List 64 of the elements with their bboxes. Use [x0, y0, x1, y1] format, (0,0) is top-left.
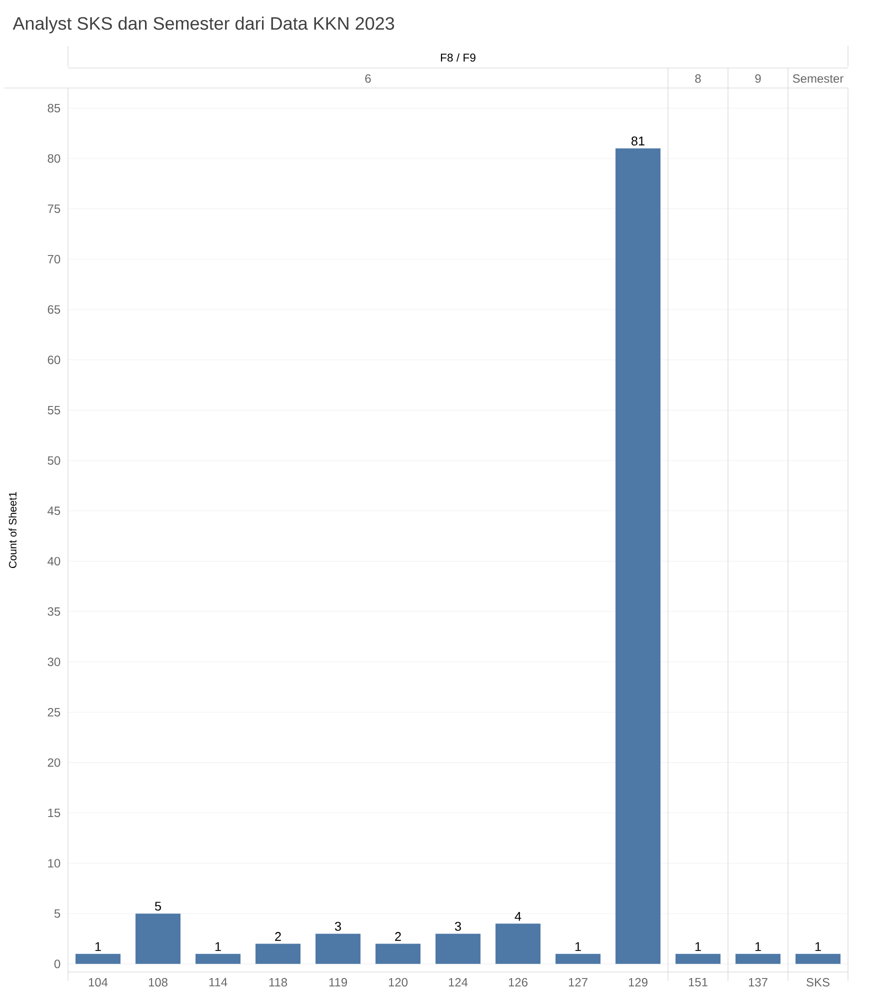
bar: [375, 944, 420, 964]
text: 8: [695, 74, 701, 83]
bar: [496, 924, 540, 964]
bar: [315, 934, 360, 964]
text: 9: [755, 74, 761, 83]
x-tick-label: 119: [329, 978, 347, 987]
x-tick-label: 120: [388, 978, 408, 987]
y-tick-label: 40: [48, 556, 60, 566]
bar: [256, 944, 300, 964]
y-tick-label: 75: [48, 204, 60, 214]
bar: [136, 914, 180, 964]
data-label: 1: [815, 942, 821, 951]
bar: [196, 954, 240, 964]
data-label: 2: [275, 932, 281, 941]
y-tick-label: 35: [48, 607, 60, 616]
data-label: 1: [95, 942, 101, 951]
y-tick-label: 60: [48, 356, 60, 364]
y-tick-label: 80: [48, 154, 60, 163]
y-tick-label: 20: [48, 758, 60, 767]
text: 6: [365, 74, 371, 83]
x-tick-label: 127: [568, 978, 588, 986]
data-label: 1: [695, 942, 701, 951]
bar: [616, 148, 660, 964]
y-axis-title: Count of Sheet1: [8, 492, 16, 568]
bar: [796, 954, 840, 964]
x-tick-label: 124: [448, 978, 468, 986]
x-tick-label: 114: [209, 978, 228, 986]
bar: [435, 934, 480, 964]
x-tick-label: 151: [688, 978, 708, 986]
x-tick-label: 104: [88, 978, 108, 987]
y-tick-label: 45: [48, 506, 60, 516]
chart-title: Analyst SKS dan Semester dari Data KKN 2023: [12, 16, 394, 34]
y-tick-label: 50: [48, 456, 60, 465]
y-tick-label: 15: [48, 808, 60, 818]
data-label: 1: [215, 942, 221, 951]
y-tick-label: 5: [54, 909, 60, 918]
x-tick-label: 129: [628, 978, 648, 987]
x-axis-title: F8 / F9: [440, 53, 476, 62]
y-tick-label: 85: [48, 104, 60, 112]
data-label: 3: [334, 922, 341, 931]
data-label: 3: [454, 922, 461, 931]
y-tick-label: 25: [48, 708, 60, 716]
x-tick-label: SKS: [806, 978, 830, 987]
bar: [76, 954, 120, 964]
data-label: 4: [514, 912, 522, 921]
data-label: 1: [755, 942, 761, 951]
data-label: 5: [154, 902, 161, 911]
data-label: 81: [632, 136, 644, 146]
x-tick-label: 126: [508, 978, 528, 987]
y-tick-label: 0: [54, 960, 60, 968]
y-tick-label: 10: [48, 859, 60, 868]
bar: [676, 954, 720, 964]
data-label: 2: [395, 932, 401, 941]
text: Semester: [792, 74, 844, 83]
y-tick-label: 70: [48, 254, 60, 264]
y-tick-label: 55: [48, 406, 60, 414]
y-tick-label: 30: [48, 658, 60, 666]
y-tick-label: 65: [48, 305, 60, 314]
x-tick-label: 118: [269, 978, 288, 987]
bar: [736, 954, 780, 964]
data-label: 1: [575, 942, 581, 951]
x-tick-label: 108: [148, 978, 168, 987]
x-tick-label: 137: [748, 978, 768, 987]
bar: [556, 954, 600, 964]
